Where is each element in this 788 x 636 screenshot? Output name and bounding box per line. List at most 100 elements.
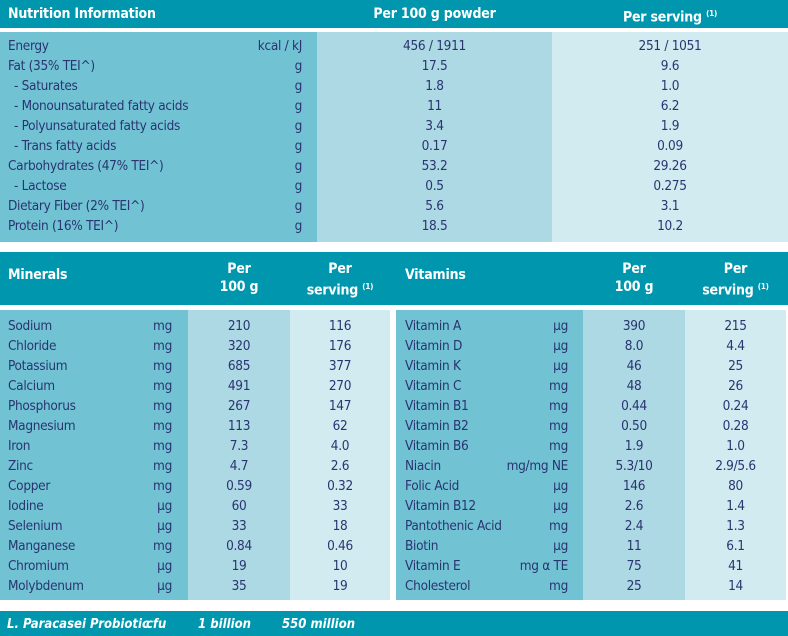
mineral-unit: mg [153, 318, 172, 334]
mineral-serving: 62 [332, 418, 348, 434]
nutrient-name: - Monounsaturated fatty acids [14, 98, 189, 114]
minerals-serving-header: Per serving (1) [306, 261, 374, 299]
vitamins-per100-header: Per 100 g [614, 261, 654, 295]
vitamin-serving: 2.9/5.6 [715, 458, 756, 474]
nutrient-unit: g [294, 218, 303, 234]
mineral-unit: µg [157, 498, 172, 514]
mineral-per100: 210 [227, 318, 251, 334]
nutrition-label-col [0, 32, 317, 242]
vitamin-name: Cholesterol [405, 578, 471, 594]
nutrient-serving: 10.2 [657, 218, 683, 234]
mineral-per100: 0.59 [226, 478, 252, 494]
nutrient-serving: 0.275 [653, 178, 687, 194]
minerals-title: Minerals [8, 267, 68, 283]
mineral-serving: 33 [332, 498, 348, 514]
mineral-per100: 267 [227, 398, 251, 414]
nutrition-header [0, 0, 788, 28]
nutrient-unit: g [294, 78, 303, 94]
vitamin-name: Vitamin B6 [405, 438, 469, 454]
mineral-unit: mg [153, 338, 172, 354]
probiotic-per100: 1 billion [198, 617, 251, 632]
vitamin-unit: µg [553, 338, 568, 354]
minerals-serving-col [290, 310, 390, 600]
mineral-serving: 4.0 [330, 438, 350, 454]
vitamin-serving: 14 [728, 578, 743, 594]
vitamin-serving: 41 [728, 558, 743, 574]
nutrient-serving: 9.6 [660, 58, 680, 74]
nutrient-per100: 3.4 [425, 118, 444, 134]
vitamin-per100: 2.6 [624, 498, 644, 514]
vitamin-serving: 80 [728, 478, 743, 494]
mineral-name: Chromium [8, 558, 69, 574]
nutrient-per100: 5.6 [425, 198, 444, 214]
vitamins-serving-col [685, 310, 786, 600]
mineral-unit: mg [153, 358, 172, 374]
vitamin-serving: 1.3 [726, 518, 745, 534]
mineral-unit: mg [153, 398, 172, 414]
vitamin-name: Vitamin B2 [405, 418, 469, 434]
vitamin-per100: 390 [622, 318, 646, 334]
mineral-name: Calcium [8, 378, 55, 394]
nutrition-serving-col [552, 32, 788, 242]
vitamin-serving: 26 [728, 378, 743, 394]
probiotic-name: L. Paracasei Probiotic [7, 617, 149, 632]
mineral-name: Zinc [8, 458, 33, 474]
nutrient-serving: 29.26 [653, 158, 687, 174]
mineral-per100: 113 [227, 418, 251, 434]
mineral-unit: mg [153, 418, 172, 434]
mineral-unit: mg [153, 378, 172, 394]
vitamin-unit: µg [553, 318, 568, 334]
vitamin-per100: 48 [626, 378, 642, 394]
vitamin-per100: 146 [622, 478, 646, 494]
nutrient-per100: 17.5 [421, 58, 448, 74]
vitamin-serving: 0.28 [722, 418, 749, 434]
vitamin-per100: 8.0 [624, 338, 644, 354]
mineral-unit: µg [157, 558, 172, 574]
vitamins-title: Vitamins [405, 267, 466, 283]
vitamin-serving: 1.0 [726, 438, 745, 454]
vitamins-serving-header: Per serving (1) [702, 261, 769, 299]
vitamin-unit: mg [549, 398, 568, 414]
mineral-serving: 0.46 [327, 538, 353, 554]
minerals-per100-header: Per 100 g [219, 261, 259, 295]
nutrient-per100: 456 / 1911 [403, 38, 466, 54]
vitamin-name: Vitamin B12 [405, 498, 476, 514]
vitamin-per100: 0.44 [621, 398, 647, 414]
mineral-name: Iodine [8, 498, 44, 514]
minerals-label-col [0, 310, 188, 600]
vitamin-serving: 1.4 [726, 498, 745, 514]
mineral-per100: 4.7 [229, 458, 249, 474]
mineral-per100: 19 [231, 558, 247, 574]
vitamin-name: Folic Acid [405, 478, 460, 494]
probiotic-bar [0, 611, 788, 636]
nutrient-serving: 0.09 [657, 138, 683, 154]
vitamin-unit: mg [549, 578, 568, 594]
nutrition-col1-header: Per 100 g powder [373, 6, 496, 22]
minerals-per100-col [188, 310, 290, 600]
vitamins-per100-col [583, 310, 685, 600]
vitamin-name: Niacin [405, 458, 441, 474]
mineral-unit: µg [157, 578, 172, 594]
vitamin-per100: 0.50 [621, 418, 647, 434]
mineral-serving: 19 [332, 578, 348, 594]
nutrient-serving: 1.9 [660, 118, 680, 134]
mineral-unit: µg [157, 518, 172, 534]
nutrient-per100: 1.8 [425, 78, 444, 94]
mineral-per100: 7.3 [229, 438, 249, 454]
nutrition-title: Nutrition Information [8, 6, 156, 22]
nutrient-unit: g [294, 58, 303, 74]
vitamin-unit: mg [549, 418, 568, 434]
mineral-unit: mg [153, 478, 172, 494]
mineral-unit: mg [153, 438, 172, 454]
nutrient-unit: g [294, 158, 303, 174]
minerals-vitamins-header [0, 252, 788, 305]
nutrient-unit: g [294, 98, 303, 114]
vitamin-name: Biotin [405, 538, 439, 554]
vitamin-per100: 25 [626, 578, 642, 594]
nutrient-per100: 0.17 [421, 138, 448, 154]
vitamin-unit: µg [553, 358, 568, 374]
mineral-serving: 18 [332, 518, 348, 534]
vitamin-serving: 0.24 [722, 398, 749, 414]
mineral-name: Phosphorus [8, 398, 76, 414]
nutrient-unit: g [294, 178, 303, 194]
